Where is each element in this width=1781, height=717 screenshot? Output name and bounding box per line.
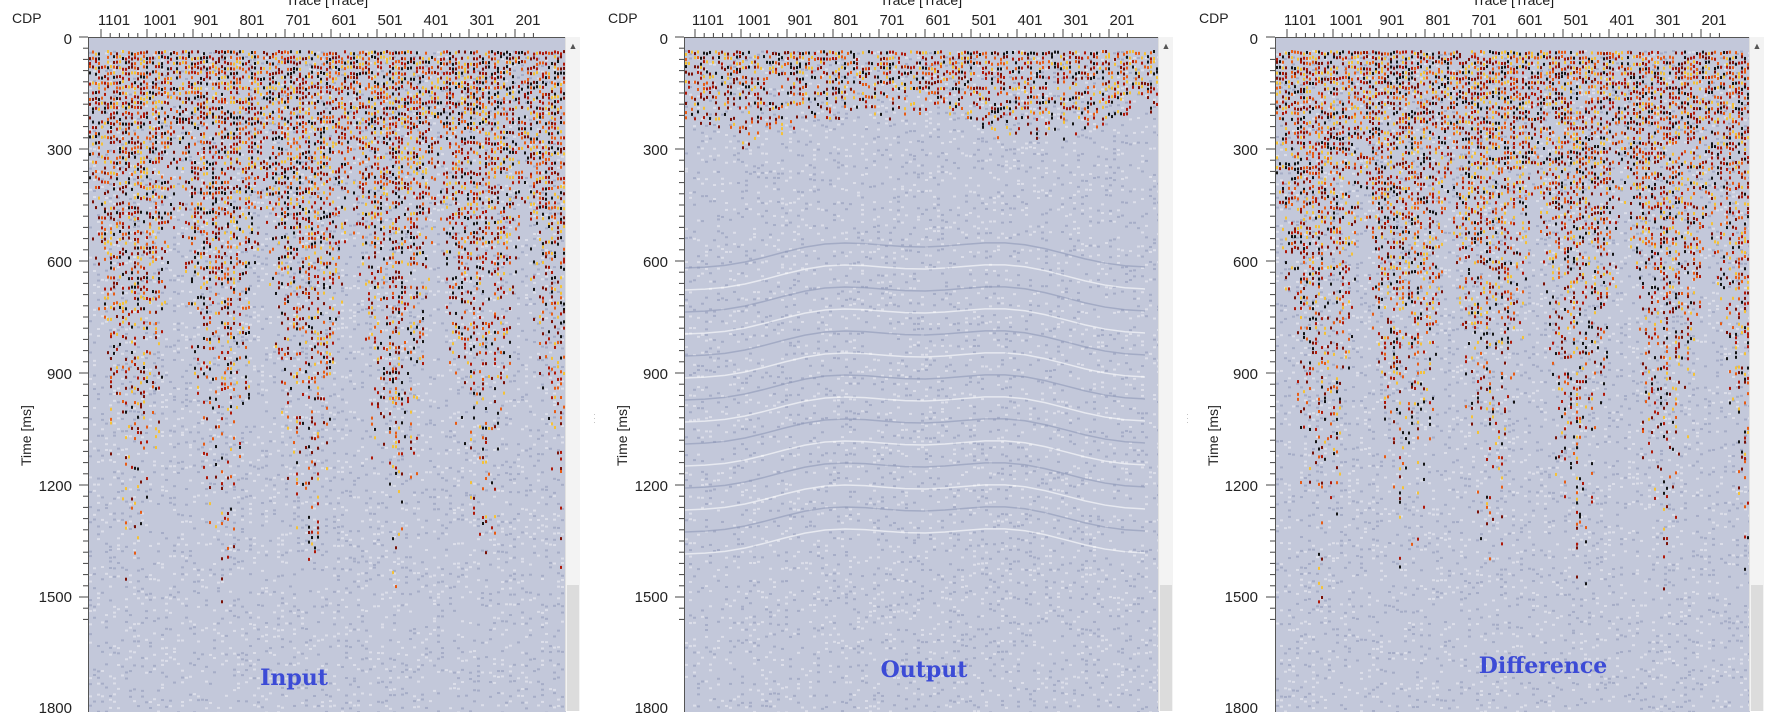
seismic-viewer-input: Trace [Trace] CDP 1101 1001 901 801 701 … xyxy=(0,0,590,711)
panel-caption-output: Output xyxy=(881,657,968,683)
scrollbar-thumb[interactable] xyxy=(567,585,579,711)
scrollbar-thumb[interactable] xyxy=(1160,585,1172,711)
vertical-scrollbar[interactable]: ▲ xyxy=(1749,37,1764,711)
seismic-viewer-output: Trace [Trace] CDP 1101 1001 901 801 701 … xyxy=(594,0,1184,711)
seismic-viewer-difference: Trace [Trace] CDP 1101 1001 901 801 701 … xyxy=(1186,0,1781,711)
vertical-scrollbar[interactable]: ▲ xyxy=(1158,37,1173,711)
seismic-section-input[interactable] xyxy=(88,37,566,712)
panel-caption-input: Input xyxy=(260,665,328,691)
scroll-up-arrow-icon[interactable]: ▲ xyxy=(1159,39,1173,53)
seismic-image xyxy=(1276,38,1750,712)
seismic-section-output[interactable] xyxy=(684,37,1159,712)
seismic-section-difference[interactable] xyxy=(1275,37,1750,712)
seismic-image xyxy=(89,38,566,712)
panel-caption-difference: Difference xyxy=(1479,653,1607,679)
scrollbar-thumb[interactable] xyxy=(1751,585,1763,711)
scroll-up-arrow-icon[interactable]: ▲ xyxy=(566,39,580,53)
vertical-scrollbar[interactable]: ▲ xyxy=(565,37,580,711)
scroll-up-arrow-icon[interactable]: ▲ xyxy=(1750,39,1764,53)
seismic-image xyxy=(685,38,1159,712)
